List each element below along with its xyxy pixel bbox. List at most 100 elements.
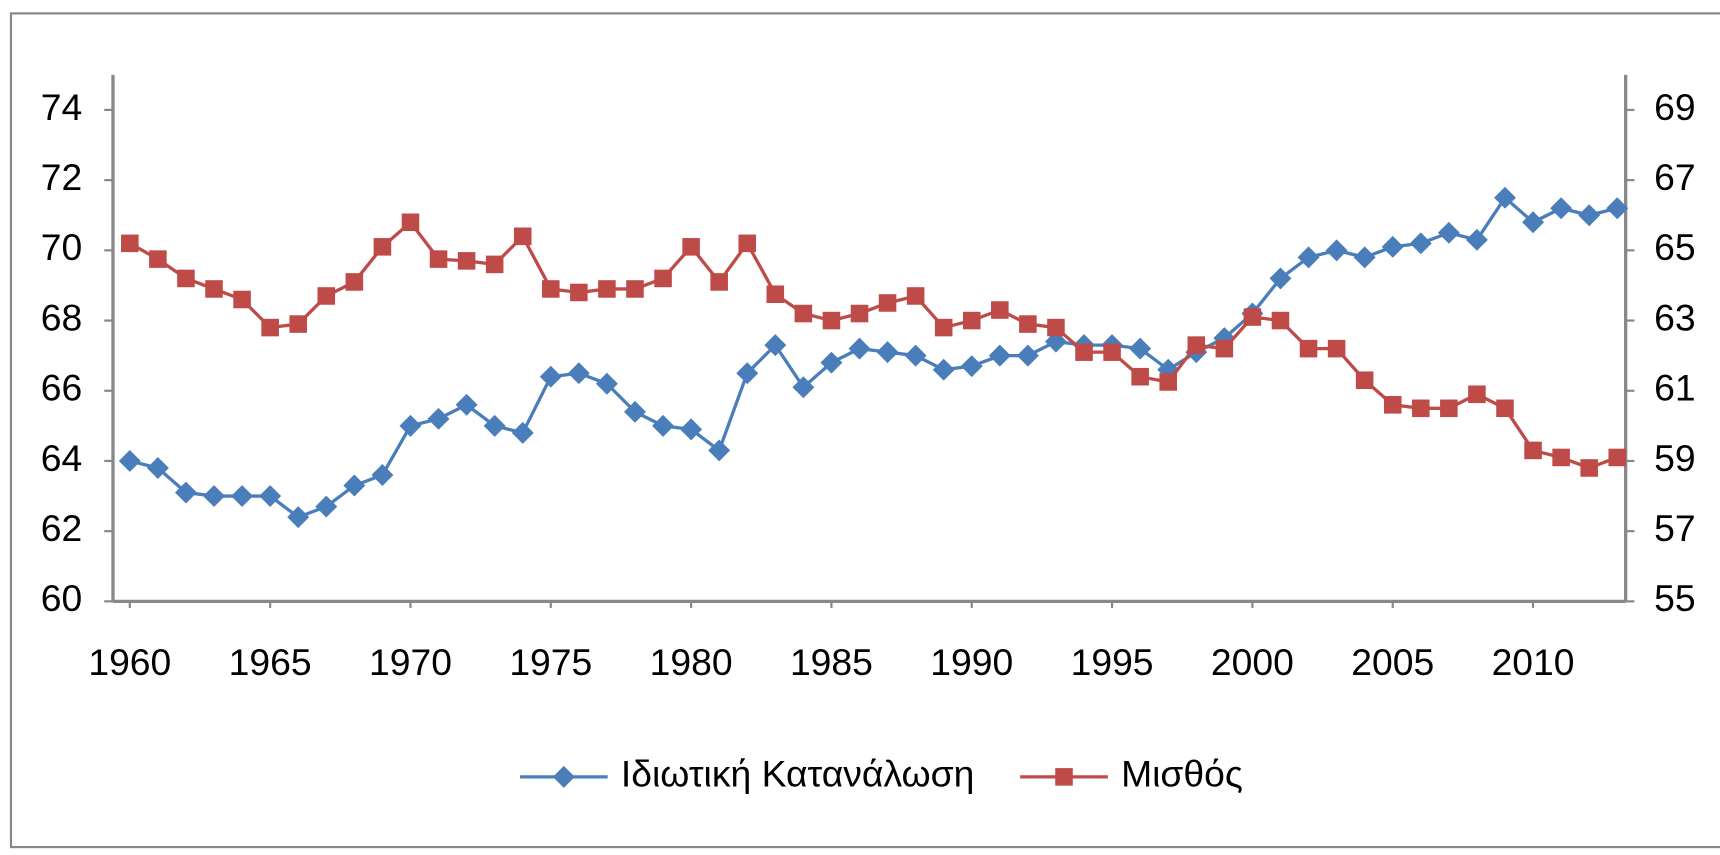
marker — [1243, 308, 1262, 326]
marker — [1440, 399, 1458, 418]
marker — [1524, 441, 1542, 460]
y-tick-label: 72 — [41, 156, 82, 198]
y2-tick-label: 63 — [1654, 296, 1695, 338]
marker — [513, 227, 532, 246]
marker — [485, 255, 504, 274]
marker — [736, 362, 759, 385]
marker — [1494, 186, 1516, 209]
marker — [708, 439, 731, 462]
x-tick-label: 1990 — [930, 641, 1013, 683]
marker — [427, 407, 450, 430]
marker — [822, 311, 841, 330]
marker — [567, 362, 590, 385]
marker — [1129, 337, 1152, 360]
marker — [960, 355, 983, 378]
marker — [850, 304, 869, 323]
marker — [1047, 318, 1065, 337]
marker — [1606, 197, 1629, 220]
marker — [1608, 448, 1627, 467]
marker — [345, 273, 364, 291]
x-tick-label: 2005 — [1351, 641, 1434, 683]
marker — [205, 280, 223, 298]
marker — [1325, 239, 1348, 262]
chart-border — [9, 12, 1720, 849]
marker — [1381, 235, 1404, 258]
marker — [570, 283, 588, 302]
x-tick-label: 2010 — [1492, 641, 1575, 683]
y-tick-label: 68 — [41, 296, 82, 338]
y-tick-label: 60 — [41, 577, 82, 619]
marker — [1355, 371, 1374, 389]
marker — [738, 234, 757, 253]
marker — [1103, 343, 1121, 361]
x-tick-label: 1995 — [1071, 641, 1154, 683]
marker — [1297, 246, 1320, 269]
marker — [1075, 343, 1093, 361]
marker — [1159, 373, 1177, 391]
y2-tick-label: 59 — [1654, 437, 1695, 479]
marker — [118, 449, 141, 472]
y2-tick-label: 57 — [1654, 507, 1695, 549]
marker — [261, 318, 279, 337]
marker — [1353, 246, 1376, 269]
marker — [177, 269, 195, 288]
marker — [399, 414, 422, 437]
marker — [876, 341, 899, 364]
marker — [401, 213, 420, 232]
y2-tick-label: 55 — [1654, 577, 1695, 619]
x-tick-label: 1975 — [509, 641, 592, 683]
marker — [233, 290, 251, 309]
marker — [317, 287, 336, 305]
marker — [682, 238, 700, 256]
marker — [1578, 204, 1601, 227]
marker — [934, 318, 953, 337]
marker — [552, 765, 575, 788]
x-tick-label: 1985 — [790, 641, 873, 683]
legend-label: Ιδιωτική Κατανάλωση — [621, 753, 975, 795]
marker — [794, 304, 813, 323]
marker — [710, 273, 728, 291]
marker — [766, 285, 785, 303]
marker — [1465, 228, 1488, 251]
marker — [1327, 339, 1346, 358]
marker — [121, 234, 139, 253]
marker — [146, 457, 169, 479]
marker — [231, 485, 254, 508]
series-line — [129, 219, 1618, 470]
marker — [1552, 448, 1570, 467]
x-tick-label: 2000 — [1211, 641, 1294, 683]
marker — [1522, 211, 1545, 234]
x-tick-label: 1960 — [88, 641, 171, 683]
x-tick-label: 1980 — [650, 641, 733, 683]
marker — [1409, 232, 1432, 255]
marker — [598, 280, 616, 298]
x-tick-label: 1965 — [229, 641, 312, 683]
y-tick-label: 74 — [41, 86, 82, 128]
marker — [203, 485, 225, 508]
marker — [1550, 197, 1573, 220]
marker — [906, 287, 925, 305]
marker — [371, 464, 394, 486]
marker — [1269, 267, 1292, 290]
marker — [429, 250, 448, 268]
marker — [654, 269, 672, 288]
marker — [624, 400, 646, 423]
y-tick-label: 64 — [41, 437, 82, 479]
marker — [149, 250, 167, 268]
marker — [652, 414, 675, 437]
marker — [1437, 221, 1460, 244]
marker — [174, 481, 197, 504]
marker — [542, 280, 560, 298]
marker — [848, 337, 871, 360]
y-tick-label: 62 — [41, 507, 82, 549]
marker — [539, 365, 562, 388]
marker — [1271, 311, 1290, 330]
legend-label: Μισθός — [1121, 753, 1243, 795]
marker — [1412, 399, 1430, 418]
marker — [1131, 367, 1149, 386]
marker — [1580, 459, 1598, 477]
marker — [1215, 339, 1234, 358]
marker — [626, 280, 644, 298]
marker — [1019, 315, 1037, 333]
